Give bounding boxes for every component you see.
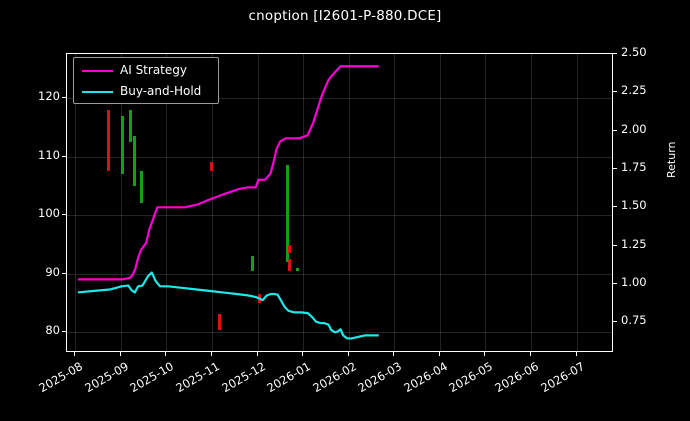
gridline-vertical [576,54,578,351]
y-axis-left-tick-label: 100 [38,206,60,221]
gridline-horizontal [67,273,612,275]
y-axis-right-tickmark [613,168,617,169]
x-axis-tickmark [484,352,486,356]
gridline-horizontal [67,97,612,99]
x-axis-tickmark [302,352,304,356]
plot-inner [67,54,612,351]
y-axis-left-tick-label: 80 [45,323,60,338]
y-axis-left-tickmark [62,155,66,157]
x-axis-tick-label: 2025-11 [173,359,222,396]
x-axis-tick-label: 2026-05 [446,359,496,396]
gridline-vertical [485,54,487,351]
x-axis-tickmark [393,352,395,356]
candlestick-body [133,153,137,186]
y-axis-right-tick-label: 2.50 [621,45,647,59]
y-axis-right-tickmark [613,206,617,208]
x-axis-tickmark [347,352,349,356]
candlestick-body [287,259,291,271]
candlestick-body [217,313,221,330]
y-axis-right-tick-label: 1.25 [621,236,647,251]
y-axis-left-tickmark [62,96,66,98]
gridline-horizontal [67,156,612,158]
y-axis-right-tickmark [613,91,617,93]
gridline-vertical [439,54,441,351]
page-title: cnoption [I2601-P-880.DCE] [248,8,442,24]
y-axis-right-tickmark [613,244,617,246]
x-axis-tick-label: 2026-03 [355,359,405,396]
series-layer [77,65,379,340]
y-axis-right-tickmark [613,321,617,323]
x-axis-tickmark [256,352,258,356]
legend-swatch-buy-and-hold [82,91,113,94]
gridline-horizontal [67,215,612,217]
y-axis-left-tick-label: 120 [38,88,60,103]
candlestick-body [140,171,144,204]
candlestick-body [120,115,124,175]
y-axis-left-tick-label: 90 [45,264,60,279]
legend-item-buy-and-hold: Buy-and-Hold [74,81,218,103]
x-axis-tickmark [119,352,121,356]
series-line-ai-strategy [77,65,379,281]
series-line-buy-and-hold [77,271,379,340]
x-axis-tickmark [74,352,76,356]
y-axis-right-tick-label: 2.25 [621,83,647,98]
gridline-vertical [75,54,77,351]
y-axis-right-tick-label: 1.75 [621,160,647,174]
candlestick-body [210,162,214,172]
x-axis-tickmark [530,352,532,356]
x-axis-tickmark [575,352,577,356]
x-axis-tick-label: 2025-10 [127,359,177,396]
candlestick-body [295,267,299,271]
y-axis-right-tickmark [613,53,617,54]
gridline-vertical [211,54,213,351]
y-axis-right-tickmark [613,129,617,131]
x-axis-tick-label: 2026-07 [537,359,587,396]
x-axis-tick-label: 2025-08 [36,359,86,396]
gridline-horizontal [67,332,612,334]
gridline-vertical [166,54,168,351]
candlestick-body [250,256,254,271]
x-axis-tick-label: 2025-09 [82,359,131,396]
y-axis-left-tickmark [62,214,66,216]
x-axis-tick-label: 2026-06 [492,359,542,396]
gridline-vertical [257,54,259,351]
gridline-vertical [120,54,122,351]
candlestick-body [287,244,291,254]
gridline-vertical [531,54,533,351]
y-axis-right-label: Return [665,141,678,178]
x-axis-tick-label: 2026-01 [264,359,314,396]
legend-swatch-ai-strategy [82,70,113,73]
x-axis-tickmark [210,352,212,356]
candlestick-body [285,165,289,263]
x-axis-tick-label: 2025-12 [218,359,268,396]
gridline-vertical [394,54,396,351]
legend-label-buy-and-hold: Buy-and-Hold [120,84,202,98]
legend: AI Strategy Buy-and-Hold [73,57,219,104]
legend-label-ai-strategy: AI Strategy [120,63,187,77]
y-axis-right-tick-label: 1.00 [621,275,647,289]
x-axis-tick-label: 2026-02 [310,359,359,396]
x-axis-tickmark [165,352,167,356]
x-axis-tick-label: 2026-04 [401,359,450,396]
gridline-vertical [348,54,350,351]
y-axis-left-tickmark [62,331,66,333]
gridline-vertical [303,54,305,351]
candlestick-body [106,109,110,172]
y-axis-right-tick-label: 2.00 [621,121,647,136]
legend-item-ai-strategy: AI Strategy [74,60,218,82]
y-axis-right-tick-label: 1.50 [621,198,647,213]
y-axis-right-tick-label: 0.75 [621,313,647,328]
y-axis-left-tickmark [62,272,66,274]
y-axis-left-tick-label: 110 [38,147,60,162]
candlestick-body [128,109,132,142]
y-axis-right-tickmark [613,283,617,284]
x-axis-tickmark [438,352,440,356]
